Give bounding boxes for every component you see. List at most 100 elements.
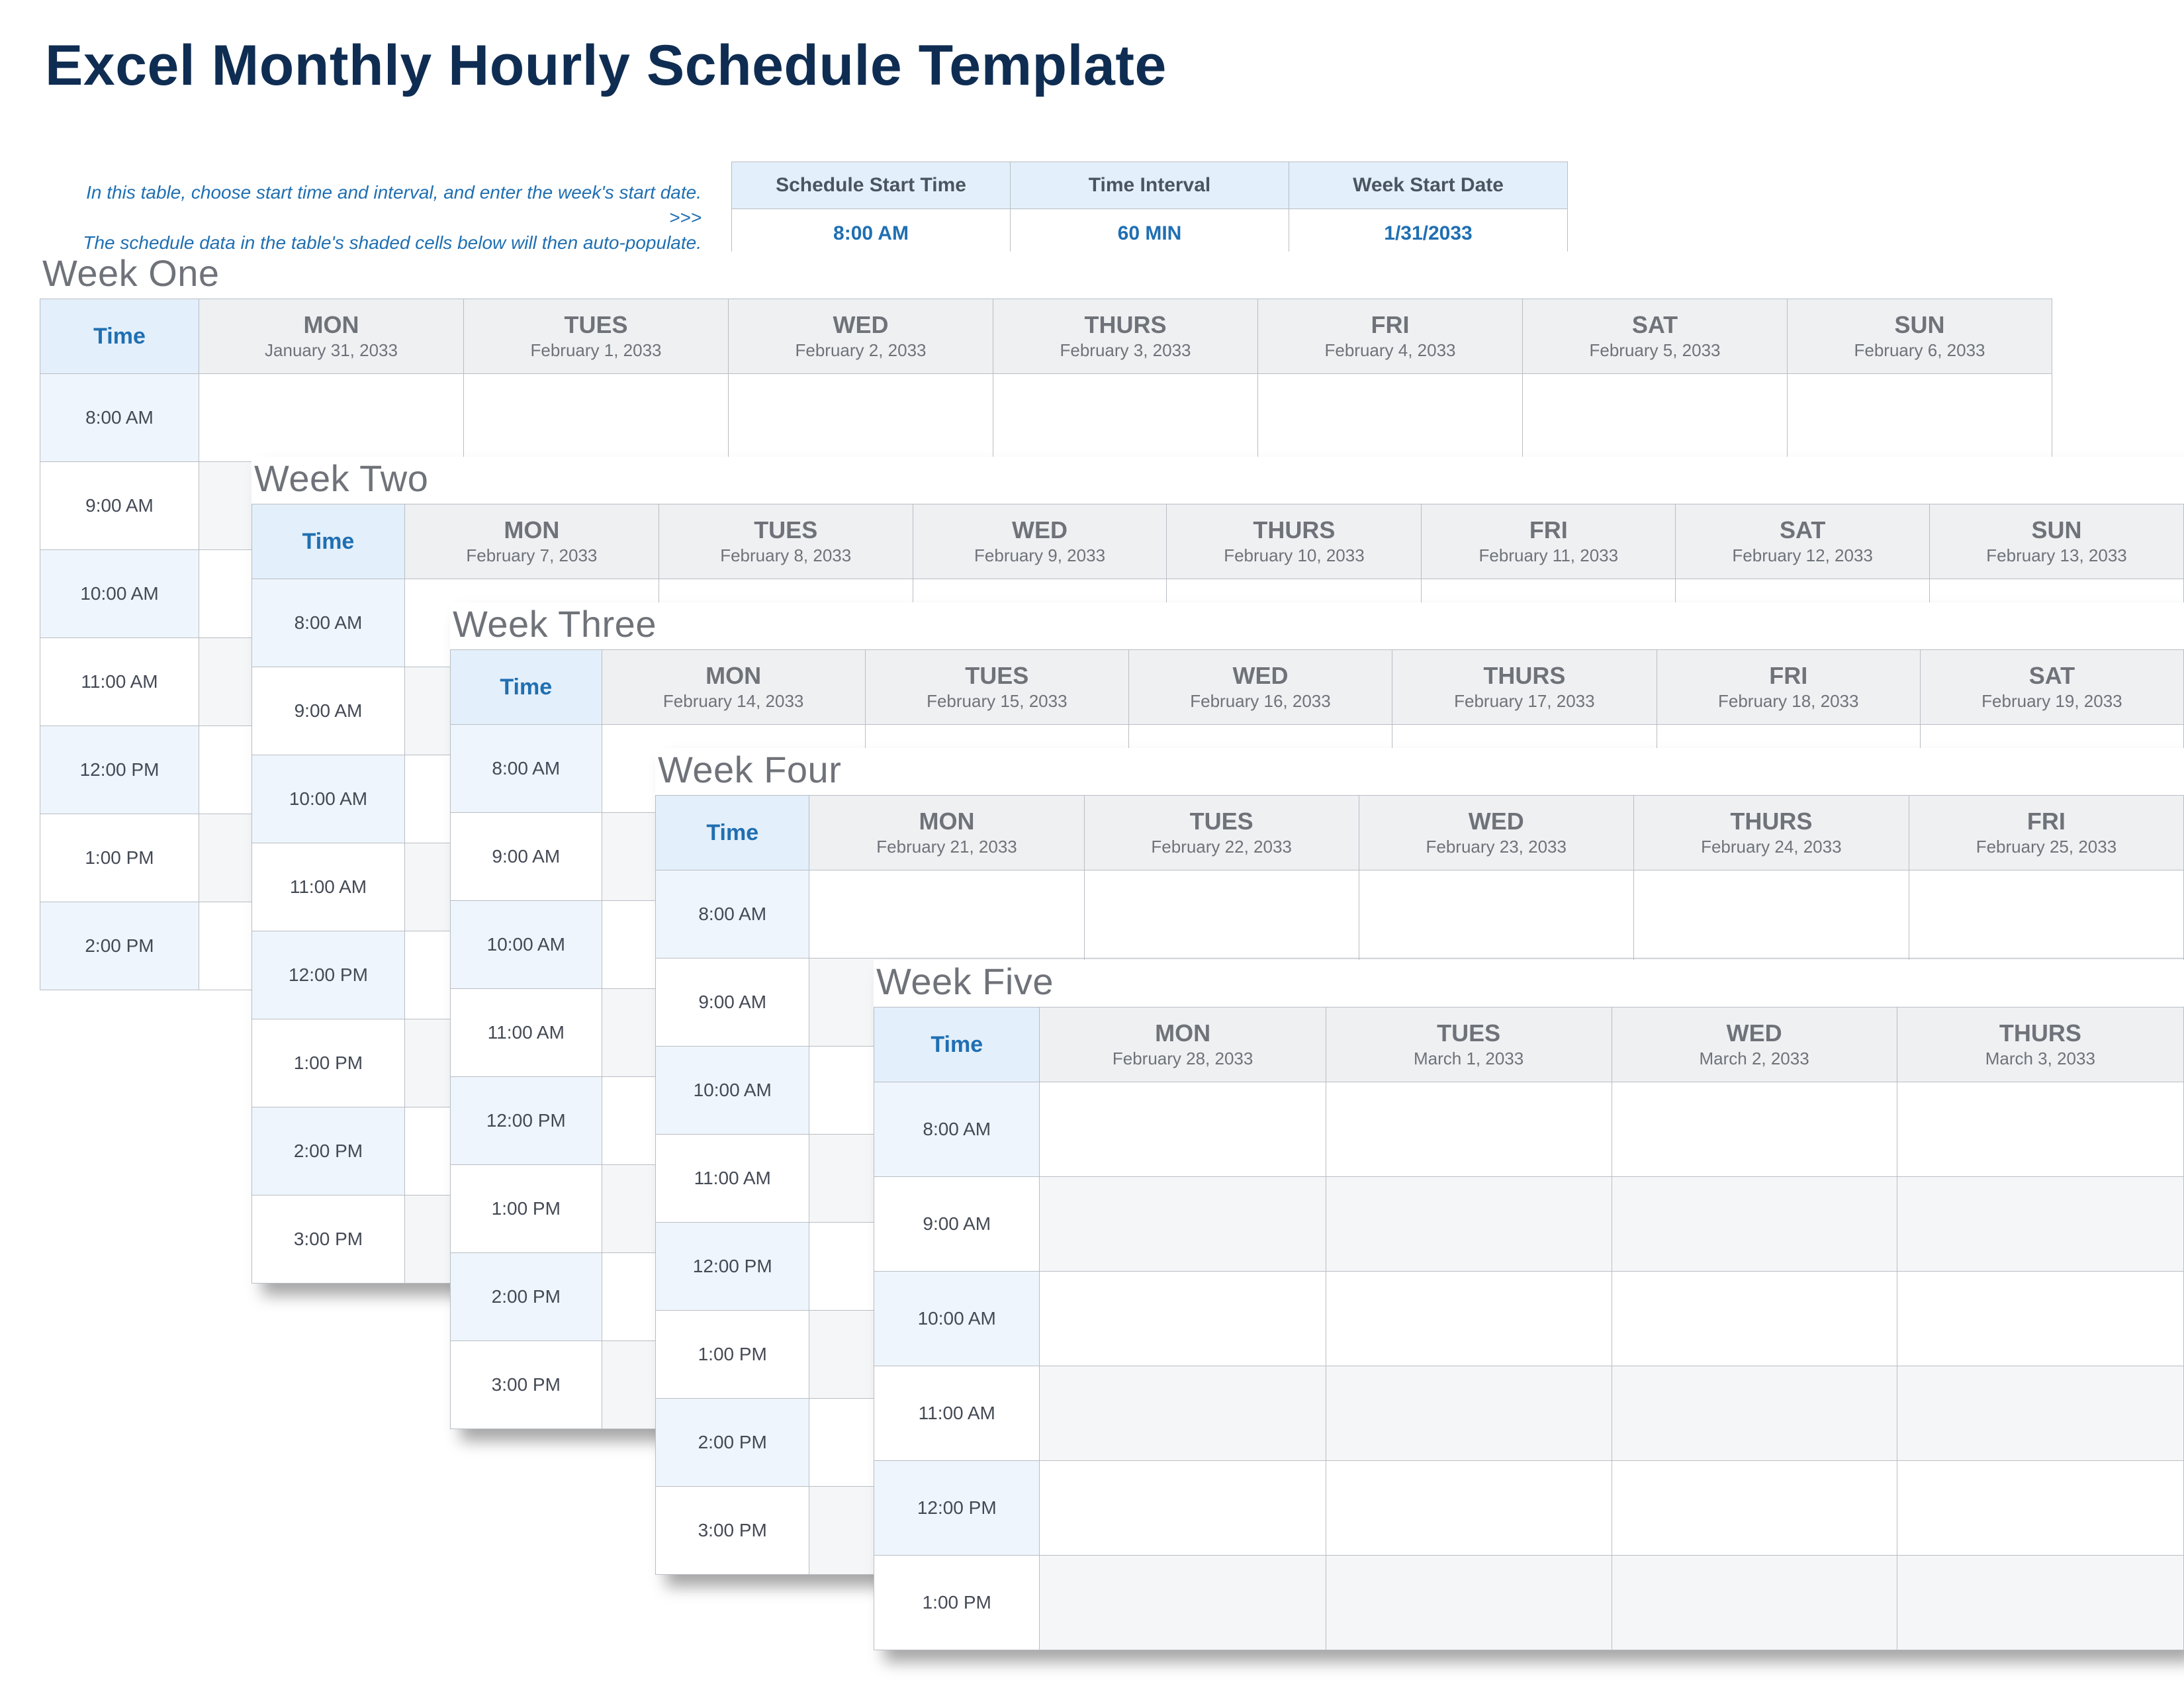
time-row-label: 1:00 PM [874, 1556, 1040, 1650]
time-row-label: 10:00 AM [656, 1047, 809, 1135]
schedule-cell[interactable] [1612, 1082, 1897, 1177]
schedule-cell[interactable] [1040, 1461, 1326, 1556]
date-label: February 9, 2033 [917, 545, 1163, 566]
time-row-label: 12:00 PM [451, 1077, 602, 1165]
day-of-week-label: TUES [663, 517, 909, 543]
schedule-cell[interactable] [1040, 1366, 1326, 1461]
day-column-header: MONJanuary 31, 2033 [199, 299, 464, 374]
day-column-header: WEDFebruary 9, 2033 [913, 504, 1167, 579]
schedule-cell[interactable] [1258, 374, 1523, 462]
day-of-week-label: WED [1616, 1020, 1893, 1047]
day-column-header: FRIFebruary 11, 2033 [1422, 504, 1676, 579]
schedule-cell[interactable] [1523, 374, 1788, 462]
week-title: Week Four [658, 748, 2184, 791]
control-header-start-time: Schedule Start Time [732, 162, 1011, 209]
day-column-header: WEDMarch 2, 2033 [1612, 1008, 1897, 1082]
schedule-cell[interactable] [1633, 870, 1909, 959]
day-of-week-label: THURS [1901, 1020, 2179, 1047]
week-panel: Week FiveTimeMONFebruary 28, 2033TUESMar… [874, 960, 2184, 1650]
schedule-cell[interactable] [1326, 1556, 1612, 1650]
date-label: February 13, 2033 [1934, 545, 2179, 566]
date-label: February 16, 2033 [1133, 691, 1388, 712]
schedule-cell[interactable] [464, 374, 729, 462]
day-of-week-label: TUES [1330, 1020, 1608, 1047]
time-row-label: 11:00 AM [451, 989, 602, 1077]
day-column-header: SATFebruary 19, 2033 [1920, 650, 2183, 725]
day-column-header: FRIFebruary 18, 2033 [1657, 650, 1920, 725]
day-column-header: MONFebruary 14, 2033 [602, 650, 865, 725]
day-column-header: TUESFebruary 15, 2033 [865, 650, 1128, 725]
schedule-cell[interactable] [1326, 1461, 1612, 1556]
date-label: February 5, 2033 [1527, 340, 1783, 361]
time-row-label: 8:00 AM [40, 374, 199, 462]
time-row-label: 10:00 AM [451, 901, 602, 989]
day-column-header: TUESFebruary 1, 2033 [464, 299, 729, 374]
schedule-cell[interactable] [1326, 1366, 1612, 1461]
time-row-label: 11:00 AM [874, 1366, 1040, 1461]
schedule-cell[interactable] [1326, 1082, 1612, 1177]
time-column-header: Time [451, 650, 602, 725]
schedule-cell[interactable] [1612, 1272, 1897, 1366]
schedule-cell[interactable] [1897, 1082, 2183, 1177]
date-label: February 15, 2033 [870, 691, 1124, 712]
time-row-label: 3:00 PM [656, 1487, 809, 1575]
schedule-cell[interactable] [1897, 1177, 2183, 1272]
schedule-cell[interactable] [1897, 1272, 2183, 1366]
week-title: Week Two [254, 457, 2184, 500]
schedule-cell[interactable] [1359, 870, 1633, 959]
schedule-cell[interactable] [993, 374, 1258, 462]
time-row-label: 1:00 PM [252, 1019, 405, 1107]
schedule-cell[interactable] [1612, 1461, 1897, 1556]
schedule-cell[interactable] [1040, 1556, 1326, 1650]
date-label: February 23, 2033 [1363, 837, 1629, 857]
schedule-cell[interactable] [1326, 1177, 1612, 1272]
day-of-week-label: MON [409, 517, 655, 543]
time-row-label: 11:00 AM [252, 843, 405, 931]
schedule-cell[interactable] [1897, 1366, 2183, 1461]
date-label: February 7, 2033 [409, 545, 655, 566]
schedule-cell[interactable] [1326, 1272, 1612, 1366]
time-row-label: 10:00 AM [252, 755, 405, 843]
helper-line-1: In this table, choose start time and int… [86, 182, 702, 228]
day-of-week-label: SUN [1792, 312, 2048, 338]
date-label: February 1, 2033 [468, 340, 724, 361]
day-column-header: WEDFebruary 23, 2033 [1359, 796, 1633, 870]
day-column-header: MONFebruary 7, 2033 [404, 504, 659, 579]
time-column-header: Time [656, 796, 809, 870]
schedule-cell[interactable] [1084, 870, 1359, 959]
time-row-label: 1:00 PM [40, 814, 199, 902]
schedule-cell[interactable] [809, 870, 1084, 959]
schedule-cell[interactable] [1909, 870, 2183, 959]
time-row-label: 12:00 PM [40, 726, 199, 814]
schedule-cell[interactable] [1612, 1556, 1897, 1650]
schedule-cell[interactable] [1040, 1272, 1326, 1366]
schedule-cell[interactable] [1897, 1461, 2183, 1556]
schedule-cell[interactable] [199, 374, 464, 462]
day-of-week-label: FRI [1262, 312, 1518, 338]
schedule-cell[interactable] [1040, 1177, 1326, 1272]
time-row-label: 10:00 AM [40, 550, 199, 638]
day-column-header: THURSFebruary 17, 2033 [1392, 650, 1657, 725]
day-column-header: THURSFebruary 24, 2033 [1633, 796, 1909, 870]
schedule-cell[interactable] [1612, 1177, 1897, 1272]
time-row-label: 11:00 AM [656, 1135, 809, 1223]
day-column-header: TUESMarch 1, 2033 [1326, 1008, 1612, 1082]
time-row-label: 8:00 AM [874, 1082, 1040, 1177]
time-row-label: 8:00 AM [451, 725, 602, 813]
time-row-label: 12:00 PM [656, 1223, 809, 1311]
day-of-week-label: MON [1044, 1020, 1321, 1047]
date-label: February 28, 2033 [1044, 1049, 1321, 1069]
schedule-cell[interactable] [1897, 1556, 2183, 1650]
time-row-label: 2:00 PM [40, 902, 199, 990]
schedule-cell[interactable] [1040, 1082, 1326, 1177]
day-of-week-label: WED [917, 517, 1163, 543]
date-label: February 25, 2033 [1913, 837, 2179, 857]
schedule-cell[interactable] [729, 374, 993, 462]
time-row-label: 2:00 PM [252, 1107, 405, 1196]
schedule-cell[interactable] [1612, 1366, 1897, 1461]
schedule-cell[interactable] [1788, 374, 2052, 462]
time-column-header: Time [252, 504, 405, 579]
page-title: Excel Monthly Hourly Schedule Template [45, 33, 1167, 99]
time-row-label: 8:00 AM [252, 579, 405, 667]
day-of-week-label: WED [1133, 663, 1388, 689]
